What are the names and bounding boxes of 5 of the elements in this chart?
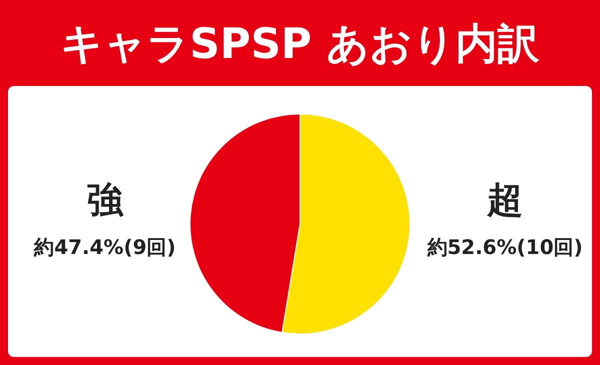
data-label: 約52.6%(10回)	[426, 235, 583, 259]
slice-label: 強	[87, 180, 124, 221]
chart-title: キャラSPSP あおり内訳	[60, 19, 540, 68]
data-label: 約47.4%(9回)	[33, 235, 176, 259]
slice-label: 超	[486, 180, 523, 221]
